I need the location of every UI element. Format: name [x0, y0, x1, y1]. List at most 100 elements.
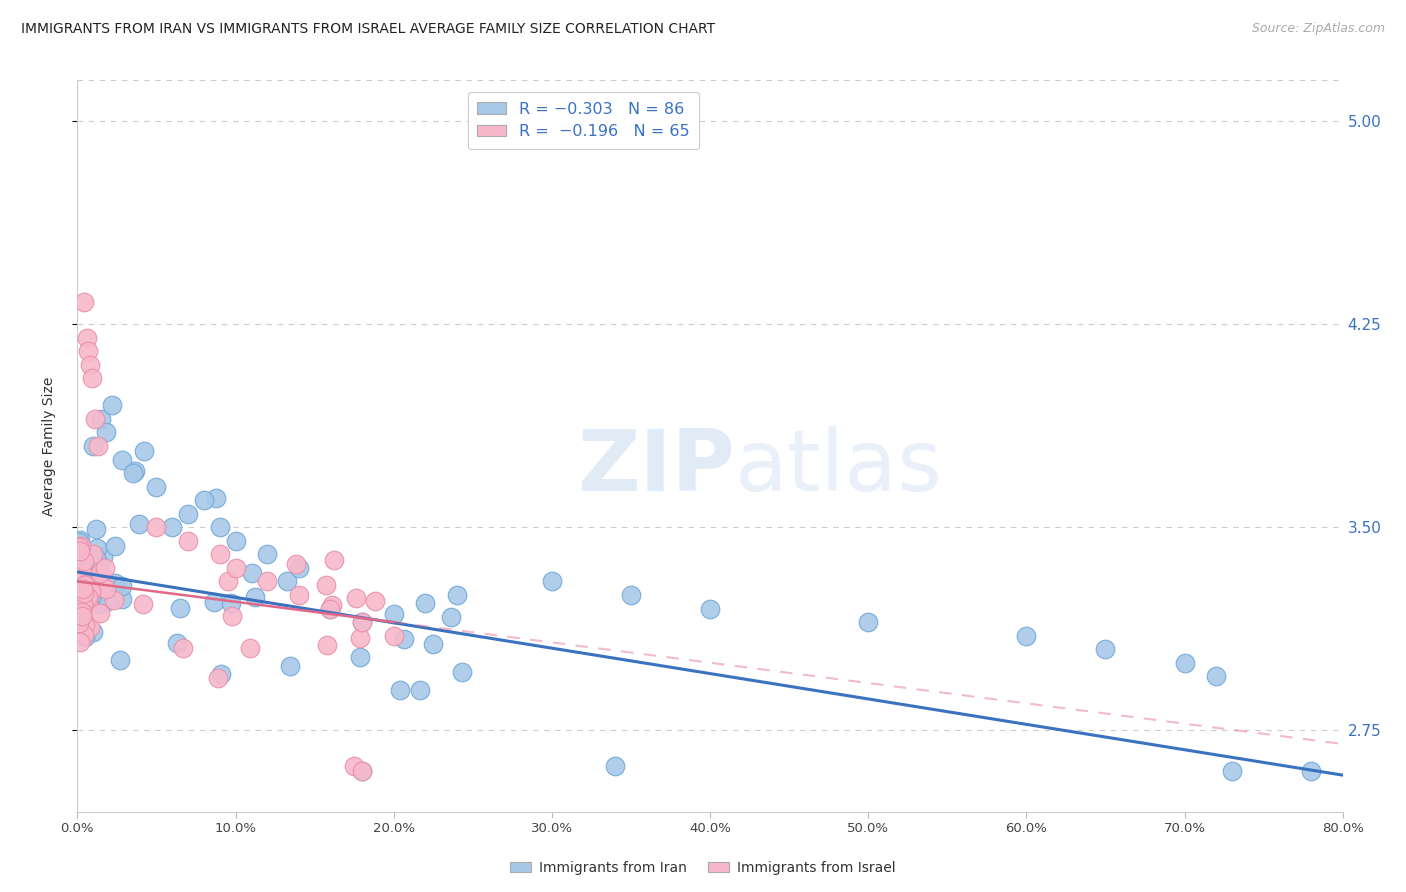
- Point: [67, 581, 90, 595]
- Point: [77, 567, 100, 582]
- Point: [75, 549, 97, 563]
- Point: [132, 444, 155, 458]
- Point: [1301, 764, 1323, 778]
- Point: [415, 596, 437, 610]
- Point: [239, 641, 262, 656]
- Point: [79, 583, 101, 598]
- Point: [319, 601, 342, 615]
- Point: [285, 557, 308, 571]
- Point: [352, 615, 374, 629]
- Point: [166, 636, 188, 650]
- Point: [79, 590, 101, 604]
- Point: [221, 609, 243, 624]
- Point: [319, 601, 342, 615]
- Point: [82, 624, 104, 639]
- Point: [392, 632, 415, 646]
- Point: [73, 586, 96, 600]
- Point: [69, 544, 91, 558]
- Point: [67, 546, 90, 560]
- Point: [87, 439, 110, 453]
- Point: [91, 579, 114, 593]
- Point: [69, 558, 91, 573]
- Point: [73, 578, 96, 592]
- Point: [352, 764, 374, 778]
- Point: [202, 595, 225, 609]
- Point: [1174, 656, 1197, 670]
- Point: [69, 533, 91, 548]
- Point: [67, 607, 90, 622]
- Point: [70, 550, 93, 565]
- Point: [288, 561, 311, 575]
- Point: [1220, 764, 1243, 778]
- Point: [69, 577, 91, 591]
- Point: [177, 507, 200, 521]
- Point: [77, 344, 100, 359]
- Point: [73, 554, 96, 568]
- Point: [276, 574, 298, 588]
- Point: [73, 566, 96, 581]
- Point: [121, 466, 143, 480]
- Point: [69, 588, 91, 602]
- Point: [111, 592, 134, 607]
- Point: [605, 758, 627, 772]
- Point: [207, 672, 229, 686]
- Point: [451, 665, 474, 679]
- Point: [69, 595, 91, 609]
- Point: [349, 650, 371, 665]
- Legend: R = −0.303   N = 86, R =  −0.196   N = 65: R = −0.303 N = 86, R = −0.196 N = 65: [468, 92, 699, 149]
- Point: [315, 577, 337, 591]
- Point: [79, 358, 101, 372]
- Point: [69, 635, 91, 649]
- Point: [72, 556, 94, 570]
- Point: [104, 576, 127, 591]
- Point: [67, 534, 90, 549]
- Point: [83, 581, 105, 595]
- Point: [79, 620, 101, 634]
- Legend: Immigrants from Iran, Immigrants from Israel: Immigrants from Iran, Immigrants from Is…: [505, 855, 901, 880]
- Point: [388, 682, 411, 697]
- Point: [72, 566, 94, 580]
- Y-axis label: Average Family Size: Average Family Size: [42, 376, 56, 516]
- Point: [240, 566, 263, 580]
- Point: [1205, 669, 1227, 683]
- Point: [101, 398, 124, 412]
- Point: [82, 439, 104, 453]
- Point: [278, 659, 301, 673]
- Point: [409, 682, 432, 697]
- Point: [172, 641, 194, 656]
- Point: [364, 593, 387, 607]
- Point: [219, 596, 242, 610]
- Point: [72, 582, 94, 596]
- Point: [76, 584, 98, 599]
- Point: [217, 574, 239, 588]
- Point: [80, 574, 103, 589]
- Point: [84, 551, 107, 566]
- Point: [89, 566, 111, 580]
- Point: [72, 597, 94, 611]
- Point: [90, 412, 112, 426]
- Point: [110, 579, 132, 593]
- Point: [349, 631, 371, 645]
- Point: [83, 412, 105, 426]
- Point: [77, 566, 100, 581]
- Point: [124, 464, 146, 478]
- Point: [177, 533, 200, 548]
- Point: [75, 566, 97, 581]
- Point: [67, 580, 90, 594]
- Point: [67, 540, 90, 554]
- Point: [245, 591, 267, 605]
- Text: ZIP: ZIP: [578, 426, 735, 509]
- Point: [205, 491, 228, 506]
- Point: [70, 605, 93, 619]
- Point: [76, 590, 98, 604]
- Point: [72, 607, 94, 622]
- Point: [69, 539, 91, 553]
- Point: [343, 758, 366, 772]
- Point: [67, 566, 90, 580]
- Point: [76, 591, 98, 605]
- Point: [699, 601, 721, 615]
- Point: [73, 554, 96, 568]
- Point: [73, 551, 96, 566]
- Point: [75, 577, 97, 591]
- Point: [111, 452, 132, 467]
